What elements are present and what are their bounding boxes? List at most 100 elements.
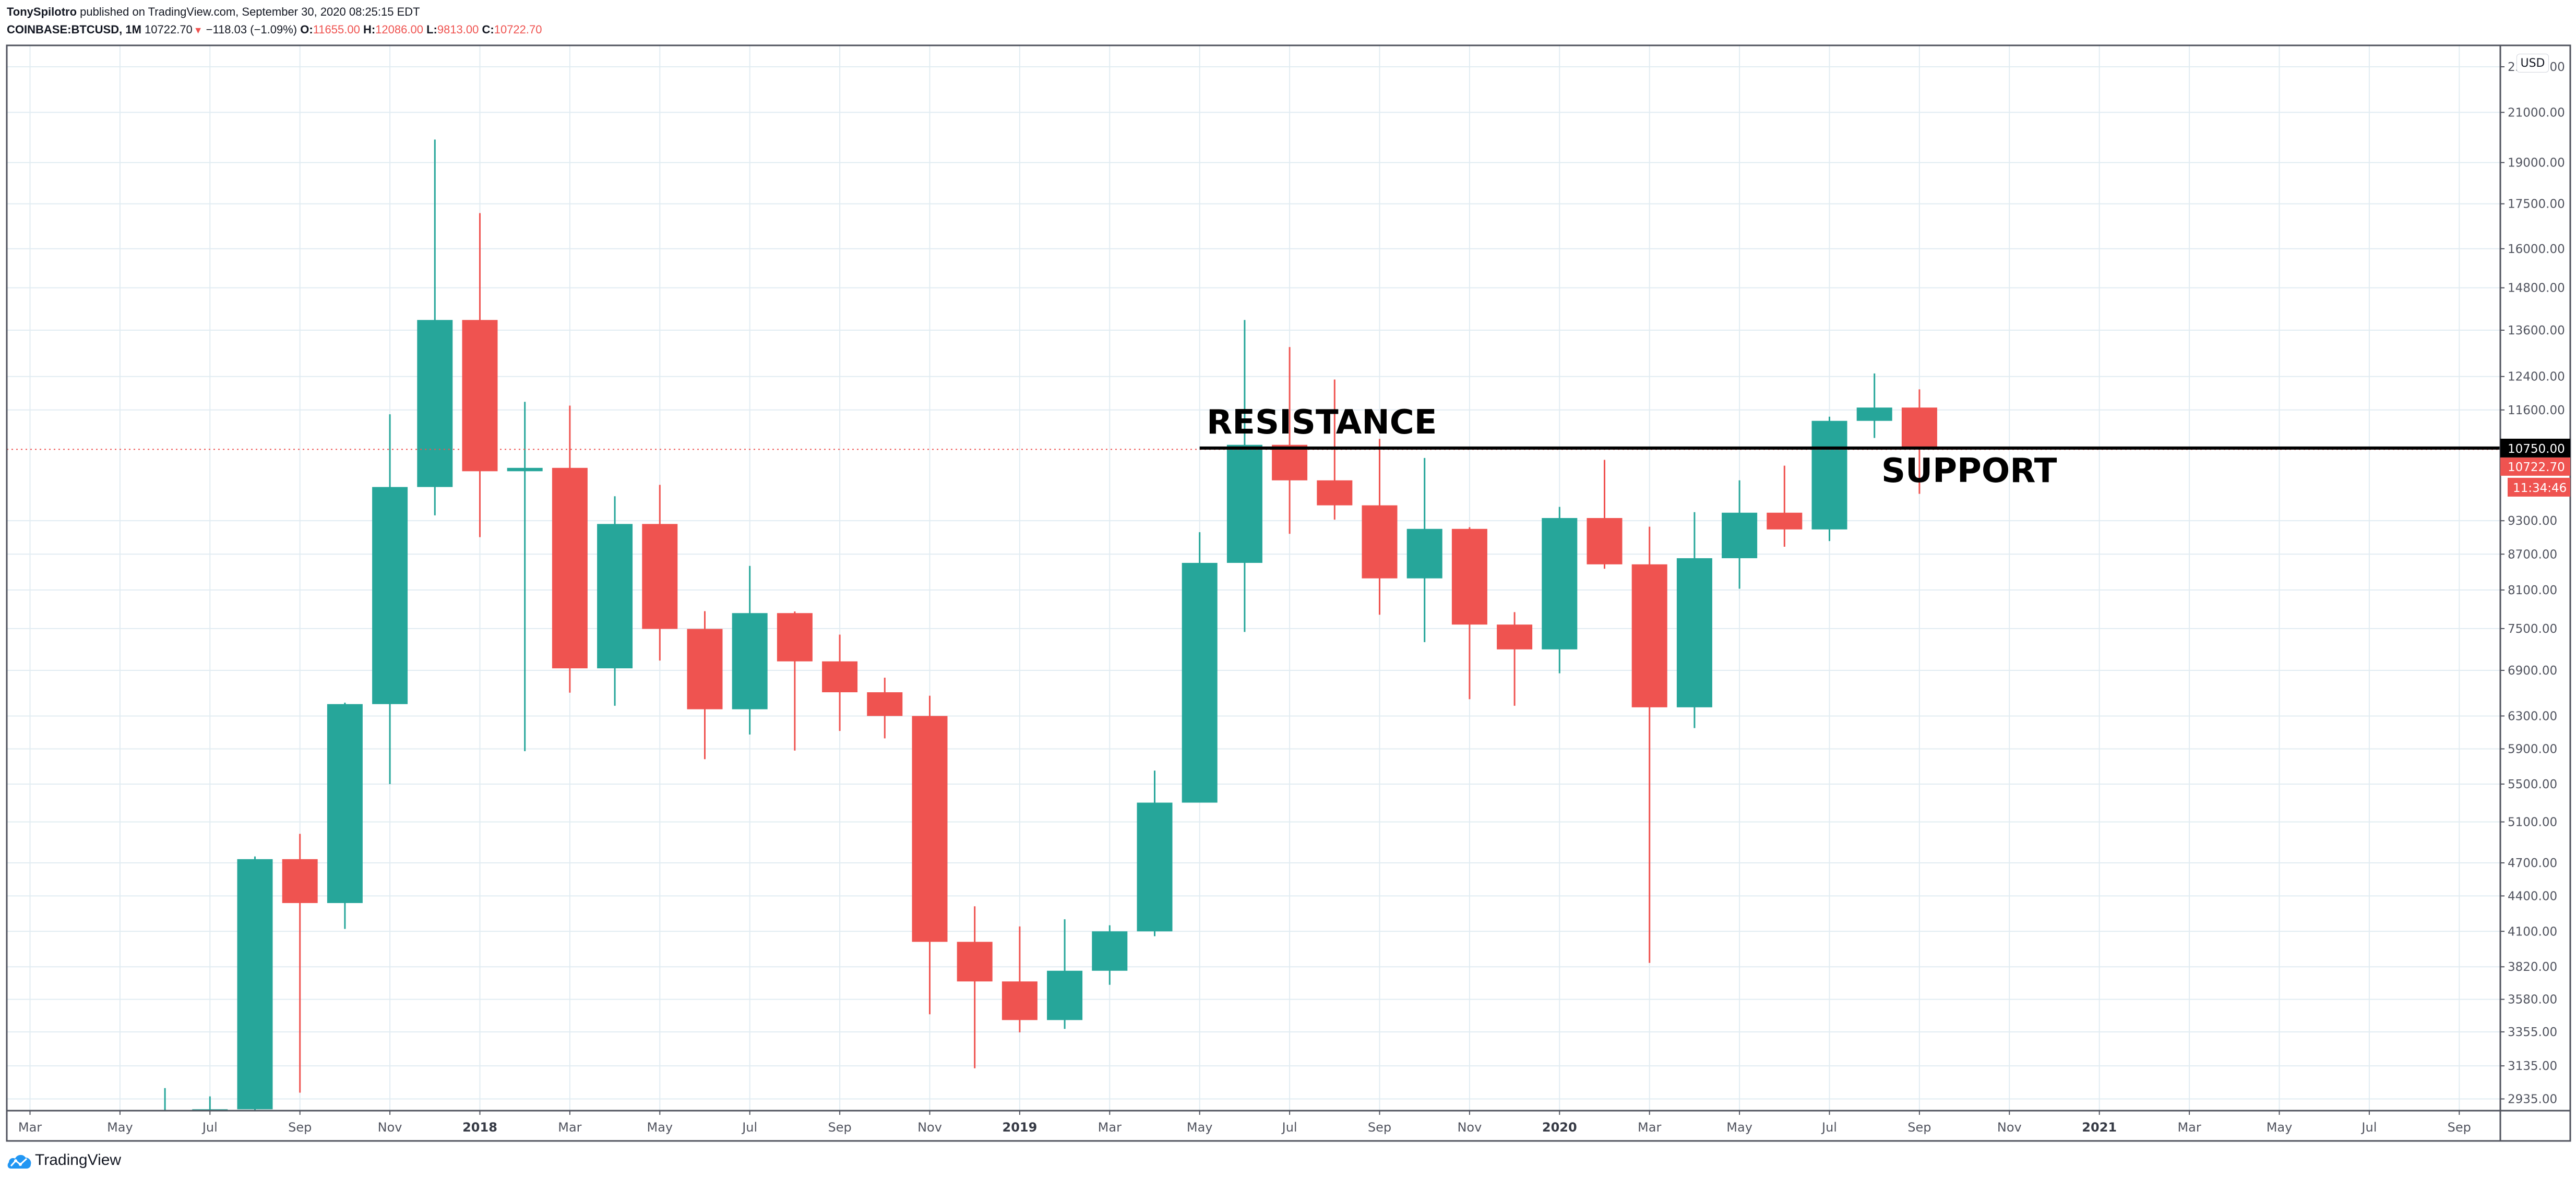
time-tick-label: Mar [18,1120,42,1135]
candle [1497,624,1533,649]
candle [1542,518,1578,649]
price-tick-label: 4700.00 [2508,857,2557,870]
candle [372,487,408,704]
candle [327,704,363,904]
last-price: 10722.70 [145,23,193,36]
price-tick-label: 4100.00 [2508,925,2557,939]
price-tick-label: 13600.00 [2508,324,2565,338]
tradingview-brand: TradingView [35,1151,122,1169]
candle [957,942,993,982]
bar-countdown-label: 11:34:46 [2513,482,2567,495]
time-tick-label: Mar [2177,1120,2201,1135]
candle [1047,970,1083,1020]
time-tick-label: Sep [2448,1120,2471,1135]
time-tick-label: Sep [1368,1120,1391,1135]
candle [1362,505,1398,579]
close-value: 10722.70 [494,23,542,36]
candle [642,524,678,629]
candle [777,613,813,661]
price-tick-label: 16000.00 [2508,243,2565,256]
candle [507,467,543,472]
time-tick-label: May [647,1120,673,1135]
time-tick-label: Jul [201,1120,218,1135]
close-label: C: [482,23,494,36]
candle [1722,512,1758,559]
candle [417,320,453,487]
candle [1406,528,1442,579]
open-label: O: [300,23,313,36]
time-tick-label: Mar [1098,1120,1122,1135]
currency-badge[interactable]: USD [2517,54,2549,73]
candle [1631,564,1667,707]
price-tick-label: 19000.00 [2508,157,2565,170]
price-tick-label: 8100.00 [2508,584,2557,597]
candle [867,692,903,716]
candle [1587,518,1623,564]
author-name[interactable]: TonySpilotro [7,5,77,18]
candle [1767,512,1803,530]
candle [237,859,273,1110]
candle [1676,558,1712,707]
time-axis[interactable]: Mar May Jul Sep Nov 2018 Mar May Jul Sep Nov 2019 Ma… [18,1111,2471,1135]
candle [1182,562,1218,803]
tradingview-footer[interactable]: TradingView [7,1149,121,1172]
price-tick-label: 3355.00 [2508,1026,2557,1039]
candle [687,629,723,709]
candle [732,613,768,709]
time-tick-label: Nov [1457,1120,1482,1135]
price-tick-label: 4400.00 [2508,889,2557,903]
candle [1092,931,1128,971]
publish-line: TonySpilotro published on TradingView.co… [7,5,420,19]
time-tick-label: 2021 [2082,1120,2117,1135]
candle [1811,420,1847,530]
resistance-label: RESISTANCE [1207,403,1437,442]
low-label: L: [426,23,437,36]
price-tick-label: 6300.00 [2508,709,2557,723]
time-tick-label: Nov [1997,1120,2022,1135]
price-tick-label: 2935.00 [2508,1092,2557,1106]
time-tick-label: Jul [2360,1120,2377,1135]
time-tick-label: Nov [917,1120,942,1135]
publish-info: published on TradingView.com, September … [80,5,420,18]
hline-price-label: 10750.00 [2508,442,2565,456]
price-tick-label: 6900.00 [2508,664,2557,678]
candle [462,320,498,472]
chart-frame [6,44,2571,1142]
time-tick-label: 2020 [1542,1120,1577,1135]
price-tick-label: 3135.00 [2508,1060,2557,1073]
price-tick-label: 11600.00 [2508,404,2565,417]
symbol-legend: COINBASE:BTCUSD, 1M 10722.70 ▼ −118.03 (−1… [7,23,542,37]
candle [1856,407,1892,421]
candle [1001,981,1037,1020]
price-tick-label: 9300.00 [2508,514,2557,528]
time-tick-label: May [1726,1120,1752,1135]
price-tick-label: 5100.00 [2508,816,2557,829]
triangle-down-icon: ▼ [193,25,203,35]
time-tick-label: May [2267,1120,2293,1135]
candle [552,467,588,669]
price-tick-label: 14800.00 [2508,282,2565,295]
candle [1901,407,1937,450]
time-tick-label: Mar [1638,1120,1661,1135]
time-tick-label: Jul [741,1120,757,1135]
price-tick-label: 5900.00 [2508,742,2557,756]
low-value: 9813.00 [437,23,479,36]
high-label: H: [363,23,376,36]
price-axis[interactable]: 23000.0021000.0019000.0017500.0016000.00… [2500,61,2570,1106]
time-tick-label: Jul [1281,1120,1297,1135]
time-tick-label: Sep [828,1120,851,1135]
price-tick-label: 8700.00 [2508,548,2557,561]
time-tick-label: Jul [1821,1120,1837,1135]
candles [164,139,1937,1111]
price-tick-label: 7500.00 [2508,622,2557,636]
candle [1226,444,1262,563]
price-tick-label: 12400.00 [2508,370,2565,384]
support-label: SUPPORT [1881,452,2057,490]
time-tick-label: Sep [1907,1120,1931,1135]
time-tick-label: Mar [558,1120,581,1135]
candle [1451,528,1487,625]
candle [1272,444,1308,480]
candle [282,859,318,904]
last-price-label: 10722.70 [2508,461,2565,474]
